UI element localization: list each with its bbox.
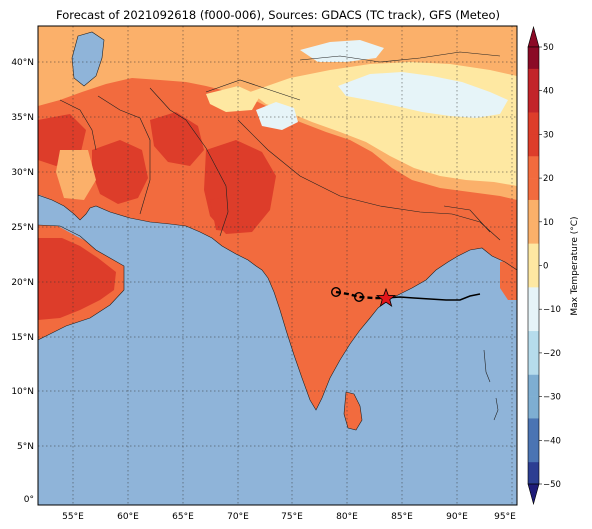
lat-label: 0°	[24, 495, 34, 505]
colorbar-segment	[528, 265, 539, 288]
lon-label: 60°E	[117, 512, 139, 522]
lat-label: 35°N	[11, 113, 34, 123]
cold-region-karakoram	[256, 102, 298, 130]
colorbar-segment	[528, 199, 539, 223]
warm-patch-zagros	[56, 150, 96, 200]
current-position-star-icon	[375, 287, 397, 307]
colorbar-segment	[528, 156, 539, 179]
colorbar-segment	[528, 47, 539, 70]
colorbar-extend-max	[527, 25, 540, 48]
lon-label: 65°E	[172, 512, 194, 522]
colorbar-segment	[528, 462, 539, 485]
hot-region-thar	[210, 194, 248, 232]
colorbar: 50 40 30 20 10 0 −10 −20 −30 −40 −50 Max Temperatu…	[527, 25, 580, 506]
past-track-line	[335, 290, 386, 300]
cold-region-tianshan	[300, 40, 384, 62]
lat-label: 20°N	[11, 278, 34, 288]
colorbar-segment	[528, 374, 539, 397]
colorbar-segment	[528, 352, 539, 376]
colorbar-segment	[528, 178, 539, 201]
lon-label: 95°E	[494, 512, 516, 522]
colorbar-tick-label: −40	[543, 436, 561, 446]
forecast-track-line	[385, 293, 481, 301]
colorbar-segments	[527, 25, 540, 506]
lat-label: 15°N	[11, 333, 34, 343]
lon-label: 75°E	[281, 512, 303, 522]
colorbar-tick-label: 10	[543, 218, 554, 228]
hot-region-afghanistan	[150, 112, 204, 166]
borders	[38, 31, 517, 431]
colorbar-extend-min	[527, 483, 540, 506]
colorbar-tick-label: 0	[543, 262, 548, 272]
lat-label: 25°N	[11, 223, 34, 233]
colorbar-tick-label: 50	[543, 43, 554, 53]
colorbar-tick-label: −20	[543, 349, 561, 359]
colorbar-ticks: 50 40 30 20 10 0 −10 −20 −30 −40 −50	[539, 43, 561, 490]
lon-label: 90°E	[446, 512, 468, 522]
lon-label: 70°E	[227, 512, 249, 522]
colorbar-tick-label: −30	[543, 393, 561, 403]
colorbar-tick-label: 30	[543, 130, 554, 140]
lon-label: 55°E	[62, 512, 84, 522]
colorbar-segment	[528, 68, 539, 91]
colorbar-segment	[528, 396, 539, 419]
colorbar-segment	[528, 112, 539, 135]
lon-label: 80°E	[336, 512, 358, 522]
longitude-labels: 55°E 60°E 65°E 70°E 75°E 80°E 85°E 90°E …	[62, 512, 516, 522]
persian-gulf	[38, 204, 104, 246]
lat-label: 5°N	[17, 442, 34, 452]
colorbar-tick-label: 20	[543, 174, 554, 184]
lat-label: 30°N	[11, 168, 34, 178]
latitude-labels: 40°N 35°N 30°N 25°N 20°N 15°N 10°N 5°N 0…	[11, 58, 34, 505]
colorbar-tick-label: 40	[543, 87, 554, 97]
hindu-kush-cool	[206, 86, 260, 112]
arabia-hot	[38, 238, 116, 320]
southeast-asia-land	[500, 258, 517, 300]
cold-region-tibet	[338, 72, 508, 118]
colorbar-segment	[528, 221, 539, 244]
colorbar-segment	[528, 440, 539, 463]
hot-region-iran	[92, 140, 148, 204]
colorbar-tick-label: −50	[543, 480, 561, 490]
colorbar-segment	[528, 287, 539, 310]
lat-label: 10°N	[11, 387, 34, 397]
colorbar-label: Max Temperature (°C)	[570, 216, 580, 315]
colorbar-segment	[528, 309, 539, 332]
colorbar-segment	[528, 331, 539, 354]
colorbar-tick-label: −10	[543, 305, 561, 315]
past-position-marker	[331, 287, 342, 298]
colorbar-segment	[528, 90, 539, 113]
map-title: Forecast of 2021092618 (f000-006), Sourc…	[56, 8, 500, 22]
colorbar-segment	[528, 418, 539, 441]
cyclone-track	[331, 287, 481, 307]
caspian-sea	[72, 32, 104, 86]
lon-label: 85°E	[391, 512, 413, 522]
colorbar-segment	[528, 243, 539, 266]
past-position-marker	[354, 292, 365, 303]
map-area	[38, 26, 517, 505]
map-frame	[37, 25, 518, 506]
colorbar-segment	[528, 134, 539, 157]
lat-label: 40°N	[11, 58, 34, 68]
